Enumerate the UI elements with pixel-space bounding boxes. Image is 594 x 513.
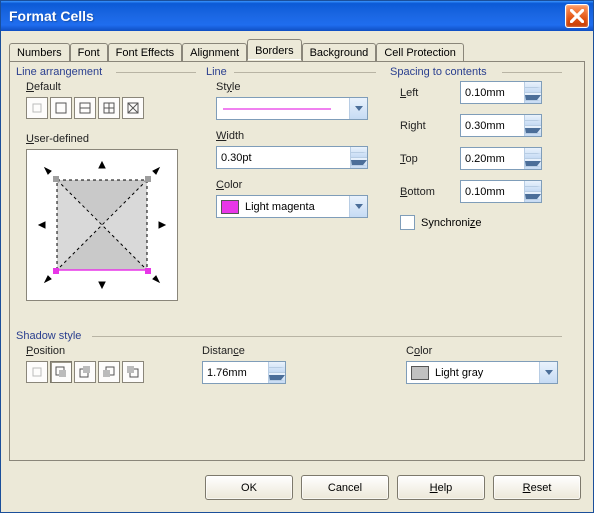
- close-icon: [570, 9, 584, 23]
- reset-button[interactable]: Reset: [493, 475, 581, 500]
- synchronize-label: Synchronize: [421, 217, 482, 229]
- chevron-down-icon: [349, 196, 367, 217]
- shadow-bottom-right[interactable]: [50, 361, 72, 383]
- spin-up-icon[interactable]: [524, 181, 541, 192]
- close-button[interactable]: [565, 4, 589, 28]
- position-label: Position: [26, 345, 65, 357]
- tab-page-borders: Line arrangement Default document.curren…: [9, 61, 585, 461]
- group-divider: [116, 72, 196, 73]
- chevron-down-icon: [539, 362, 557, 383]
- ok-button[interactable]: OK: [205, 475, 293, 500]
- tab-font-effects[interactable]: Font Effects: [108, 43, 183, 62]
- tab-background[interactable]: Background: [302, 43, 377, 62]
- shadow-color-label: Color: [406, 345, 432, 357]
- shadow-position-presets: [26, 361, 144, 383]
- tab-strip: Numbers Font Font Effects Alignment Bord…: [9, 39, 585, 61]
- synchronize-checkbox[interactable]: Synchronize: [400, 215, 562, 230]
- group-label: Shadow style: [16, 330, 81, 342]
- spin-down-icon[interactable]: [350, 158, 367, 168]
- line-color-swatch: [221, 200, 239, 214]
- title-bar[interactable]: Format Cells: [1, 1, 593, 31]
- button-bar: OK Cancel Help Reset: [205, 475, 581, 500]
- shadow-none[interactable]: [26, 361, 48, 383]
- color-label: Color: [216, 179, 242, 191]
- shadow-bottom-left[interactable]: [98, 361, 120, 383]
- group-label: Line: [206, 66, 227, 78]
- line-color-combo[interactable]: Light magenta: [216, 195, 368, 218]
- spacing-bottom-spinner[interactable]: 0.10mm: [460, 180, 542, 203]
- distance-label: Distance: [202, 345, 245, 357]
- preset-outside-icon: [102, 101, 116, 115]
- tab-numbers[interactable]: Numbers: [9, 43, 70, 62]
- right-label: Right: [400, 120, 460, 132]
- tab-borders[interactable]: Borders: [247, 39, 302, 61]
- help-button[interactable]: Help: [397, 475, 485, 500]
- line-style-combo[interactable]: [216, 97, 368, 120]
- userdef-label: User-defined: [26, 133, 89, 145]
- tab-cell-protection[interactable]: Cell Protection: [376, 43, 464, 62]
- group-label: Spacing to contents: [390, 66, 487, 78]
- spin-up-icon[interactable]: [350, 147, 367, 158]
- shadow-top-left[interactable]: [122, 361, 144, 383]
- spin-down-icon[interactable]: [524, 192, 541, 202]
- bottom-label: Bottom: [400, 186, 460, 198]
- preset-box-thick-icon: [78, 101, 92, 115]
- user-defined-preview[interactable]: [26, 149, 178, 301]
- spin-down-icon[interactable]: [524, 126, 541, 136]
- group-divider: [502, 72, 562, 73]
- spin-up-icon[interactable]: [268, 362, 285, 373]
- chevron-down-icon: [349, 98, 367, 119]
- shadow-distance-spinner[interactable]: 1.76mm: [202, 361, 286, 384]
- group-divider: [92, 336, 562, 337]
- group-spacing: Spacing to contents Left 0.10mm Right 0.…: [390, 66, 562, 230]
- preset-none-icon: [30, 101, 44, 115]
- spacing-right-spinner[interactable]: 0.30mm: [460, 114, 542, 137]
- line-width-spinner[interactable]: 0.30pt: [216, 146, 368, 169]
- preset-box-icon: [54, 101, 68, 115]
- preset-box-thick[interactable]: [74, 97, 96, 119]
- line-style-preview-icon: [217, 99, 337, 119]
- default-presets: [26, 97, 196, 119]
- group-line-arrangement: Line arrangement Default document.curren…: [16, 66, 196, 301]
- line-width-value: 0.30pt: [217, 152, 350, 164]
- line-color-value: Light magenta: [245, 201, 315, 213]
- top-label: Top: [400, 153, 460, 165]
- user-defined-icon: [27, 150, 177, 300]
- shadow-color-combo[interactable]: Light gray: [406, 361, 558, 384]
- width-label: Width: [216, 130, 244, 142]
- spin-down-icon[interactable]: [524, 93, 541, 103]
- spacing-top-spinner[interactable]: 0.20mm: [460, 147, 542, 170]
- spin-up-icon[interactable]: [524, 82, 541, 93]
- spacing-left-spinner[interactable]: 0.10mm: [460, 81, 542, 104]
- group-label: Line arrangement: [16, 66, 102, 78]
- left-label: Left: [400, 87, 460, 99]
- preset-none[interactable]: [26, 97, 48, 119]
- group-shadow: Shadow style Position D: [16, 330, 562, 384]
- tab-font[interactable]: Font: [70, 43, 108, 62]
- cancel-button[interactable]: Cancel: [301, 475, 389, 500]
- spin-down-icon[interactable]: [268, 373, 285, 383]
- preset-diagonal[interactable]: [122, 97, 144, 119]
- shadow-color-swatch: [411, 366, 429, 380]
- client-area: Numbers Font Font Effects Alignment Bord…: [1, 31, 593, 469]
- dialog-window: Format Cells Numbers Font Font Effects A…: [0, 0, 594, 513]
- preset-diagonal-icon: [126, 101, 140, 115]
- spin-up-icon[interactable]: [524, 148, 541, 159]
- spin-down-icon[interactable]: [524, 159, 541, 169]
- checkbox-icon: [400, 215, 415, 230]
- group-divider: [234, 72, 376, 73]
- shadow-top-right[interactable]: [74, 361, 96, 383]
- style-label: Style: [216, 81, 240, 93]
- spin-up-icon[interactable]: [524, 115, 541, 126]
- preset-outside[interactable]: [98, 97, 120, 119]
- default-label: Default: [26, 81, 61, 93]
- preset-box[interactable]: [50, 97, 72, 119]
- window-title: Format Cells: [9, 8, 565, 24]
- shadow-color-value: Light gray: [435, 367, 483, 379]
- tab-alignment[interactable]: Alignment: [182, 43, 247, 62]
- group-line: Line Style Width 0.30pt: [206, 66, 376, 218]
